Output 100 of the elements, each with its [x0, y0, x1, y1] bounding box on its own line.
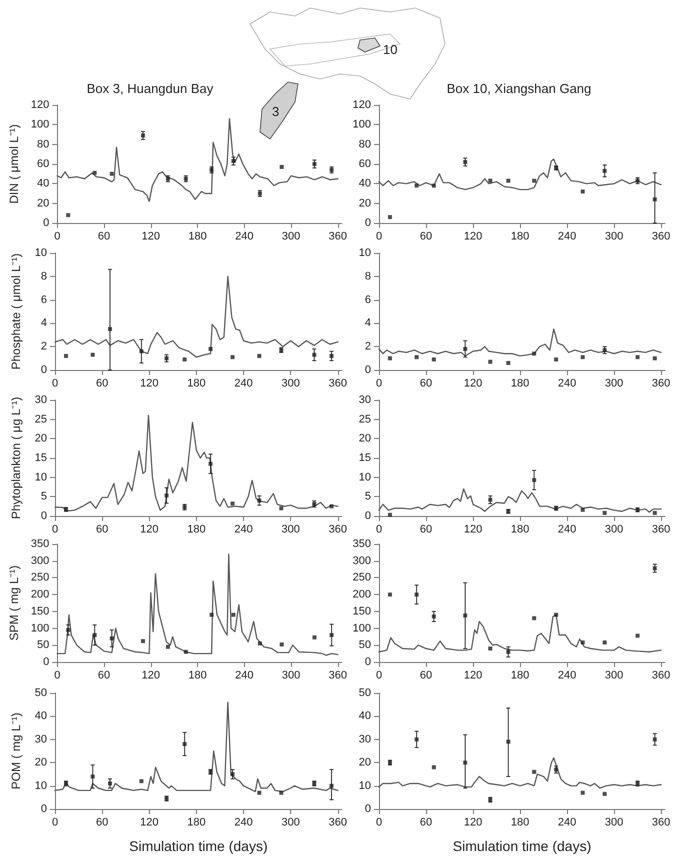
y-tick-label: 4	[364, 317, 371, 330]
point	[66, 213, 70, 218]
x-tick-label: 120	[142, 670, 160, 682]
y-tick-label: 25	[34, 413, 47, 426]
x-tick-label: 240	[558, 378, 576, 390]
y-tick-label: 0	[40, 364, 47, 376]
x-tick-label: 120	[464, 670, 482, 682]
x-tick-label: 180	[510, 524, 530, 536]
point	[532, 616, 536, 620]
y-tick-label: 5	[40, 490, 47, 503]
y-tick-label: 15	[34, 452, 47, 464]
point	[414, 737, 419, 742]
point	[488, 498, 492, 502]
y-tick-label: 20	[37, 197, 50, 210]
point	[90, 352, 95, 357]
point	[184, 650, 188, 654]
point	[636, 355, 640, 360]
point	[312, 162, 316, 166]
point	[652, 510, 657, 515]
point	[210, 612, 214, 617]
x-tick-label: 60	[96, 378, 108, 390]
x-axis-title: Simulation time (days)	[129, 838, 268, 854]
x-tick-label: 120	[142, 230, 160, 242]
x-tick-label: 120	[140, 816, 158, 828]
point	[280, 164, 284, 169]
x-tick-label: 0	[376, 524, 382, 536]
y-tick-label: 50	[358, 687, 371, 699]
x-tick-label: 300	[282, 524, 300, 536]
point	[388, 512, 392, 517]
y-axis-title: DIN ( μmol L⁻¹)	[7, 124, 21, 204]
point	[90, 774, 95, 779]
point	[230, 355, 235, 360]
chart-title: Box 3, Huangdun Bay	[86, 81, 214, 96]
point	[110, 636, 114, 640]
line-series	[378, 158, 662, 190]
y-tick-label: 30	[358, 394, 371, 406]
y-tick-label: 10	[34, 471, 47, 484]
x-tick-label: 60	[98, 670, 110, 682]
y-tick-label: 50	[358, 639, 371, 652]
x-tick-label: 360	[328, 670, 348, 682]
y-tick-label: 40	[34, 710, 47, 722]
x-tick-label: 0	[52, 816, 58, 828]
x-tick-label: 360	[652, 230, 670, 242]
point	[463, 613, 468, 618]
y-tick-label: 6	[364, 294, 371, 306]
x-tick-label: 240	[558, 670, 576, 682]
point	[532, 770, 536, 774]
point	[602, 640, 607, 644]
x-axis-title: Simulation time (days)	[452, 838, 592, 854]
y-tick-label: 20	[34, 432, 47, 445]
y-tick-label: 15	[358, 452, 371, 464]
x-tick-label: 300	[282, 670, 300, 682]
point	[532, 178, 536, 183]
x-tick-label: 360	[328, 378, 348, 390]
point	[388, 356, 392, 360]
point	[231, 159, 236, 164]
x-tick-label: 180	[188, 230, 207, 242]
point	[330, 633, 334, 638]
y-tick-label: 8	[364, 270, 371, 282]
point	[330, 784, 334, 788]
point	[92, 633, 97, 638]
x-tick-label: 120	[464, 378, 482, 390]
x-tick-label: 360	[328, 524, 348, 536]
x-tick-label: 120	[464, 230, 482, 242]
y-tick-label: 100	[352, 622, 371, 634]
x-tick-label: 360	[652, 816, 670, 828]
y-tick-label: 30	[34, 394, 47, 406]
point	[110, 172, 114, 176]
point	[554, 612, 558, 617]
point	[279, 790, 284, 795]
y-axis-title: Phosphate ( μmol L⁻¹)	[9, 253, 23, 370]
point	[108, 327, 112, 332]
point	[230, 502, 235, 506]
x-tick-label: 240	[234, 816, 253, 828]
point	[652, 737, 657, 742]
point	[532, 352, 536, 356]
line-series	[54, 276, 338, 358]
point	[108, 781, 112, 786]
y-tick-label: 100	[30, 622, 50, 634]
x-tick-label: 0	[54, 670, 60, 682]
point	[432, 765, 436, 770]
x-tick-label: 0	[52, 378, 58, 390]
point	[414, 184, 419, 188]
x-tick-label: 180	[510, 230, 530, 242]
point	[164, 494, 169, 498]
point	[231, 612, 236, 617]
x-tick-label: 240	[558, 524, 576, 536]
y-tick-label: 0	[364, 510, 371, 522]
y-tick-label: 20	[358, 432, 371, 445]
point	[257, 498, 262, 503]
y-tick-label: 0	[43, 656, 50, 668]
point	[182, 742, 187, 746]
y-tick-label: 40	[358, 178, 371, 190]
y-tick-label: 60	[37, 158, 50, 170]
x-tick-label: 120	[464, 524, 482, 536]
x-tick-label: 300	[604, 816, 624, 828]
y-tick-label: 0	[364, 803, 371, 815]
x-tick-label: 300	[604, 378, 624, 390]
y-tick-label: 120	[352, 99, 371, 111]
line-series	[378, 614, 662, 652]
